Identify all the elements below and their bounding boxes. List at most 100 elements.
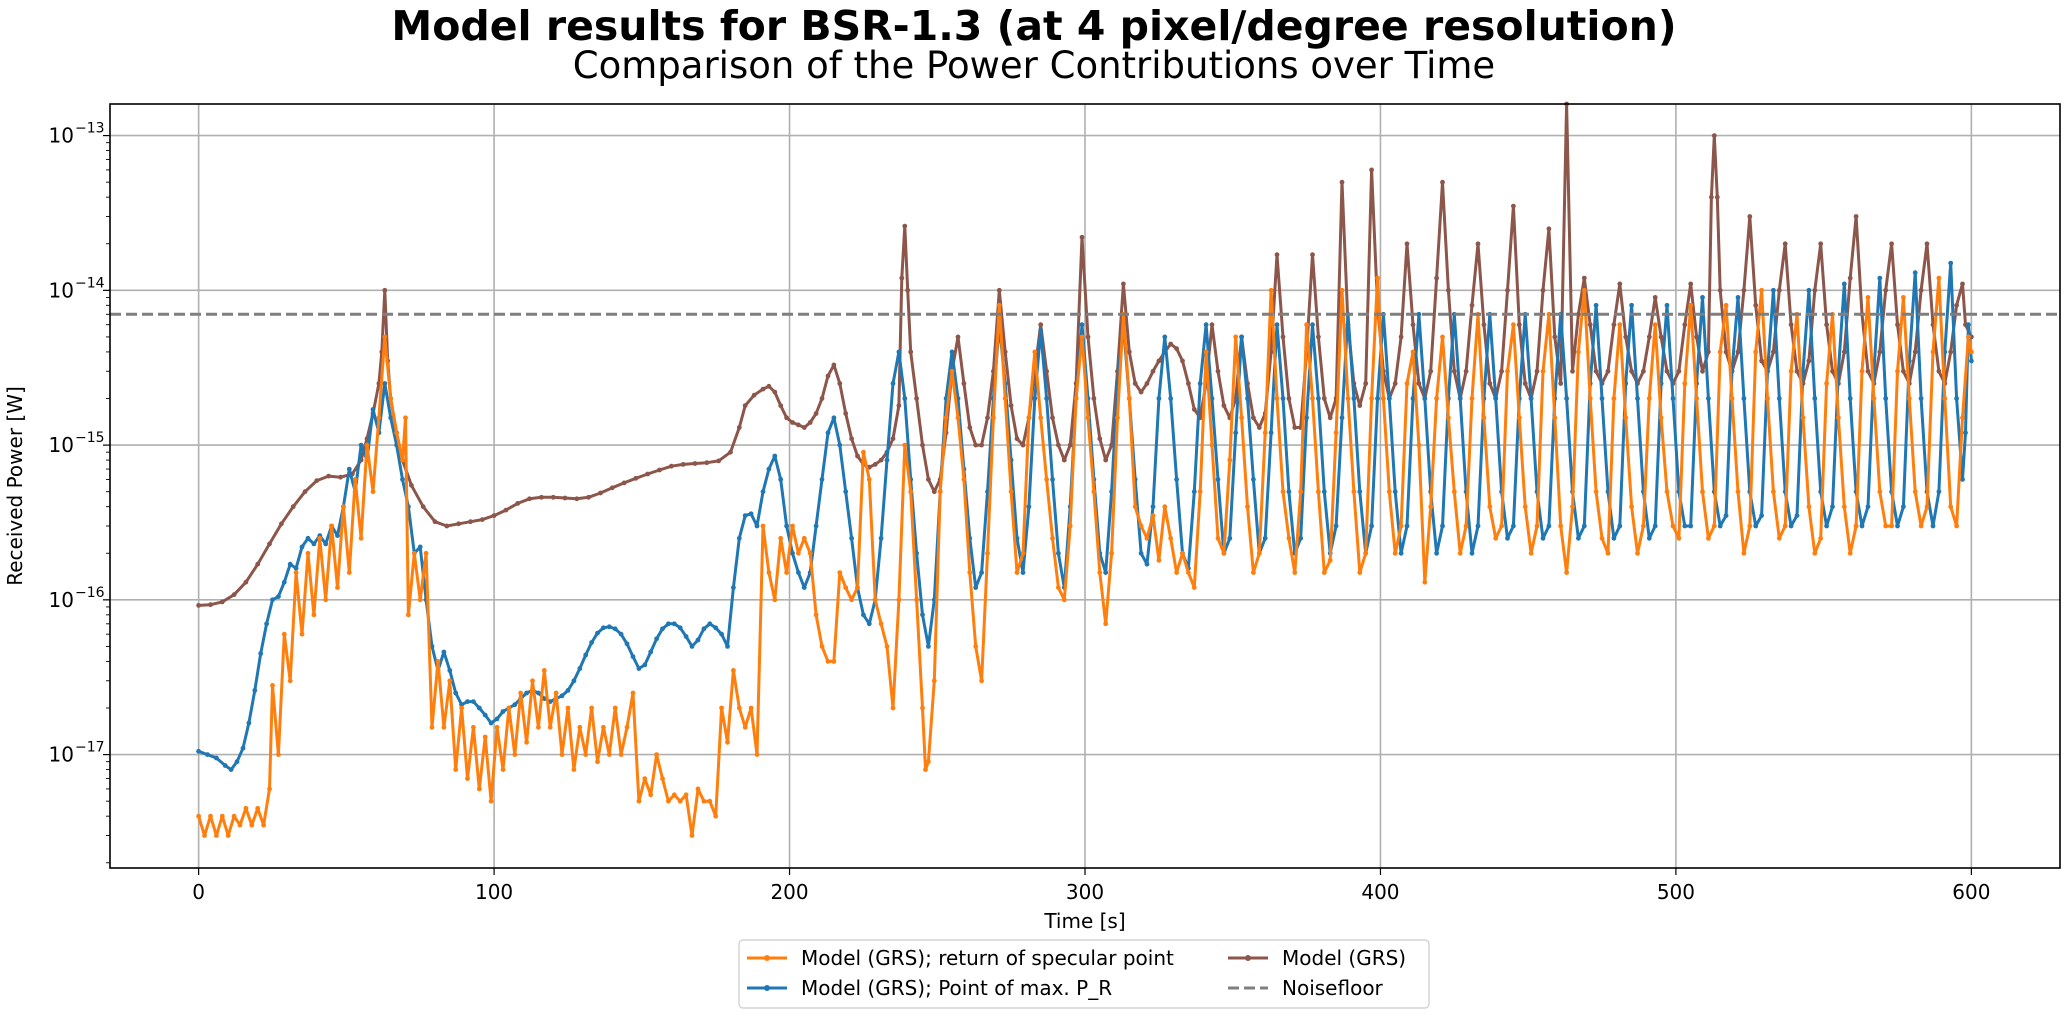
data-point bbox=[1191, 407, 1197, 412]
data-point bbox=[1918, 287, 1924, 293]
data-point bbox=[1717, 349, 1723, 355]
data-point bbox=[1963, 430, 1968, 436]
data-point bbox=[205, 752, 210, 757]
data-point bbox=[1948, 260, 1954, 266]
data-point bbox=[1156, 396, 1162, 401]
data-point bbox=[1912, 489, 1918, 495]
data-point bbox=[736, 705, 742, 711]
data-point bbox=[609, 485, 615, 491]
data-point bbox=[471, 699, 476, 704]
data-point bbox=[441, 649, 447, 655]
data-point bbox=[1511, 322, 1516, 328]
data-point bbox=[1895, 322, 1900, 328]
data-point bbox=[1451, 368, 1457, 374]
data-point bbox=[1611, 322, 1617, 328]
data-point bbox=[1546, 523, 1552, 529]
data-point bbox=[1499, 368, 1504, 374]
data-point bbox=[476, 705, 482, 711]
data-point bbox=[577, 666, 583, 671]
data-point bbox=[208, 813, 213, 819]
data-point bbox=[243, 805, 249, 811]
data-point bbox=[1824, 322, 1829, 328]
data-point bbox=[1735, 489, 1741, 495]
data-point bbox=[249, 822, 255, 828]
data-point bbox=[1333, 430, 1339, 436]
legend-label: Model (GRS) bbox=[1282, 946, 1406, 970]
data-point bbox=[1126, 349, 1132, 355]
data-point bbox=[1788, 368, 1794, 374]
data-point bbox=[742, 513, 748, 518]
data-point bbox=[1239, 415, 1244, 421]
data-point bbox=[1209, 322, 1215, 328]
data-point bbox=[370, 407, 376, 412]
data-point bbox=[819, 396, 825, 401]
data-point bbox=[1020, 550, 1026, 556]
data-point bbox=[606, 624, 612, 630]
data-point bbox=[1646, 334, 1652, 340]
data-point bbox=[624, 724, 630, 730]
data-point bbox=[1310, 252, 1315, 258]
data-point bbox=[382, 381, 388, 386]
data-point bbox=[633, 475, 639, 481]
data-point bbox=[807, 420, 813, 425]
data-point bbox=[1658, 415, 1664, 421]
data-point bbox=[1806, 287, 1812, 293]
data-point bbox=[598, 490, 603, 496]
data-point bbox=[1286, 489, 1292, 495]
data-point bbox=[908, 349, 914, 355]
data-point bbox=[872, 597, 878, 603]
data-point bbox=[1067, 523, 1073, 529]
data-point bbox=[861, 612, 866, 618]
data-point bbox=[1753, 349, 1759, 355]
data-point bbox=[1174, 477, 1179, 482]
data-point bbox=[1440, 334, 1445, 340]
data-point bbox=[255, 805, 261, 811]
data-point bbox=[1032, 396, 1038, 401]
data-point bbox=[1280, 396, 1286, 401]
data-point bbox=[1812, 550, 1818, 556]
data-point bbox=[1304, 415, 1309, 421]
data-point bbox=[754, 523, 760, 529]
data-point bbox=[1434, 275, 1439, 281]
data-point bbox=[364, 442, 370, 448]
data-point bbox=[1392, 489, 1398, 495]
data-point bbox=[713, 813, 719, 819]
data-point bbox=[346, 466, 352, 472]
data-point bbox=[1960, 281, 1965, 287]
data-point bbox=[1245, 504, 1250, 510]
data-point bbox=[311, 541, 317, 547]
data-point bbox=[1599, 396, 1605, 401]
data-point bbox=[1812, 396, 1818, 401]
data-point bbox=[1463, 368, 1469, 374]
data-point bbox=[406, 612, 411, 618]
data-point bbox=[1186, 381, 1191, 386]
data-point bbox=[1889, 241, 1894, 247]
data-point bbox=[1853, 214, 1859, 219]
data-point bbox=[335, 585, 340, 590]
data-point bbox=[1398, 550, 1404, 556]
data-point bbox=[1505, 368, 1510, 374]
data-point bbox=[1475, 241, 1481, 247]
data-point bbox=[482, 712, 488, 718]
data-point bbox=[1239, 334, 1244, 340]
series-1 bbox=[196, 275, 1974, 838]
data-point bbox=[621, 480, 627, 486]
data-point bbox=[1487, 381, 1493, 386]
data-point bbox=[1304, 322, 1309, 328]
data-point bbox=[796, 570, 801, 575]
data-point bbox=[1883, 287, 1889, 293]
data-point bbox=[1676, 368, 1682, 374]
data-point bbox=[831, 362, 837, 368]
data-point bbox=[748, 705, 754, 711]
data-point bbox=[1410, 396, 1416, 401]
data-point bbox=[796, 422, 801, 428]
data-point bbox=[1386, 396, 1392, 401]
data-point bbox=[601, 625, 606, 631]
data-point bbox=[1711, 523, 1717, 529]
y-tick-label: 10 bbox=[49, 433, 74, 457]
data-point bbox=[196, 603, 202, 608]
data-point bbox=[388, 415, 394, 421]
data-point bbox=[1215, 477, 1221, 482]
data-point bbox=[1079, 234, 1085, 240]
data-point bbox=[1700, 295, 1705, 300]
